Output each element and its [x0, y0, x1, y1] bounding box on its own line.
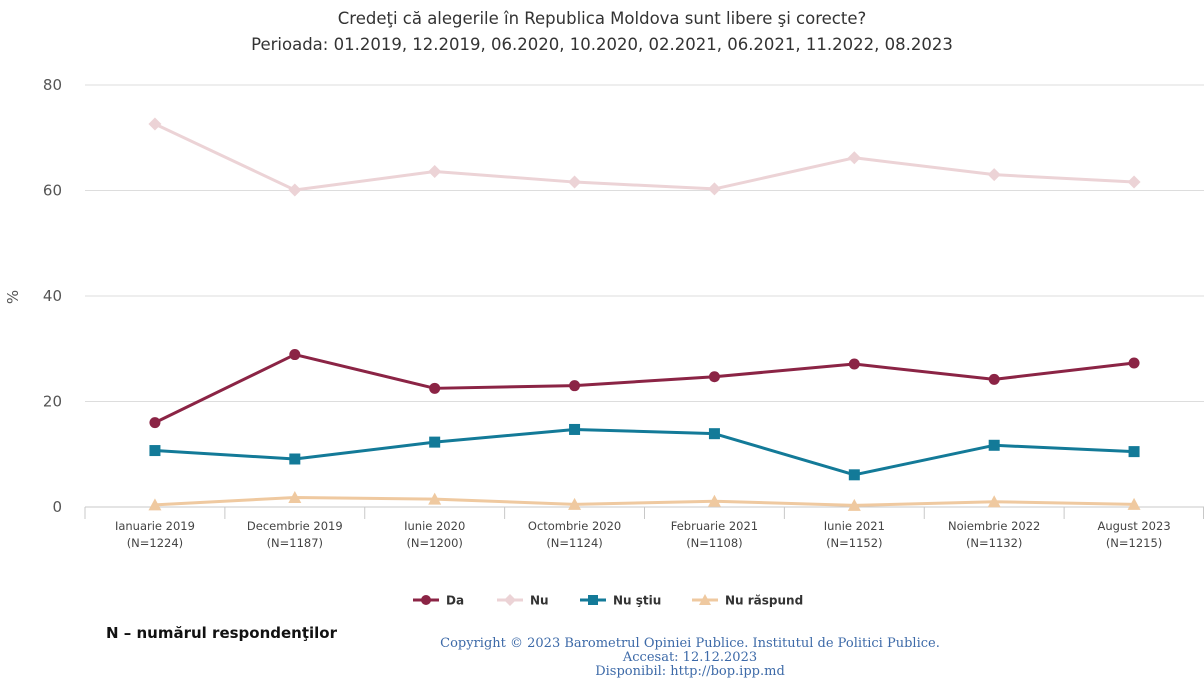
data-point-nu: [1127, 175, 1141, 189]
gridlines: [85, 84, 1204, 402]
x-tick-sample-size: (N=1124): [546, 536, 602, 550]
series-line-nu: [154, 122, 1135, 192]
data-point-nu-r-spund: [987, 495, 1001, 508]
legend-triangle-icon: [699, 594, 711, 605]
data-point-nu-tiu: [848, 469, 860, 481]
accessed-line: Accesat: 12.12.2023: [622, 650, 758, 665]
data-point-nu-r-spund: [288, 491, 302, 504]
data-point-nu: [288, 183, 302, 197]
data-point-nu: [987, 168, 1001, 182]
data-point-da: [149, 417, 161, 429]
data-point-da: [429, 382, 441, 394]
copyright-line: Copyright © 2023 Barometrul Opiniei Publ…: [440, 636, 940, 651]
legend-label: Nu răspund: [725, 594, 803, 608]
legend-label: Nu: [530, 594, 549, 608]
data-point-nu: [568, 175, 582, 189]
data-point-nu-tiu: [569, 423, 581, 435]
y-tick-label: 60: [43, 182, 62, 200]
x-tick-sample-size: (N=1224): [127, 536, 183, 550]
x-tick-sample-size: (N=1200): [406, 536, 462, 550]
y-axis-label: %: [4, 290, 22, 304]
x-tick-label: Ianuarie 2019: [115, 519, 195, 533]
y-axis-ticks: 0 20 40 60 80: [43, 76, 62, 516]
line-chart: Credeţi că alegerile în Republica Moldov…: [4, 9, 1204, 608]
x-tick-label: Iunie 2021: [824, 519, 885, 533]
data-point-nu: [148, 117, 162, 131]
x-tick-sample-size: (N=1187): [267, 536, 323, 550]
legend-diamond-icon: [504, 594, 516, 606]
x-tick-label: Octombrie 2020: [528, 519, 621, 533]
y-tick-label: 0: [52, 498, 62, 516]
series-line-nu-r-spund: [154, 496, 1135, 507]
legend-label: Nu ştiu: [613, 594, 661, 608]
x-tick-label: Iunie 2020: [404, 519, 465, 533]
data-point-nu-r-spund: [707, 494, 721, 507]
series-line-nu-tiu: [154, 427, 1135, 477]
x-tick-sample-size: (N=1132): [966, 536, 1022, 550]
x-tick-label: Februarie 2021: [671, 519, 758, 533]
data-point-nu-tiu: [708, 428, 720, 440]
legend-circle-icon: [421, 595, 431, 605]
data-point-nu-tiu: [289, 453, 301, 465]
data-point-nu-tiu: [149, 445, 161, 457]
x-tick-label: Decembrie 2019: [247, 519, 343, 533]
data-point-nu-tiu: [429, 436, 441, 448]
series-line-da: [154, 353, 1135, 424]
data-point-nu-tiu: [1128, 446, 1140, 458]
y-tick-label: 20: [43, 393, 62, 411]
y-tick-label: 40: [43, 287, 62, 305]
data-point-da: [569, 380, 581, 392]
x-tick-label: Noiembrie 2022: [948, 519, 1040, 533]
chart-subtitle: Perioada: 01.2019, 12.2019, 06.2020, 10.…: [251, 35, 953, 54]
legend-label: Da: [446, 594, 464, 608]
legend-square-icon: [588, 595, 598, 605]
data-point-nu: [428, 165, 442, 179]
series-group: [148, 117, 1141, 511]
data-point-nu: [847, 151, 861, 165]
x-tick-sample-size: (N=1152): [826, 536, 882, 550]
x-tick-sample-size: (N=1215): [1106, 536, 1162, 550]
data-point-da: [708, 371, 720, 383]
copyright-notice: Copyright © 2023 Barometrul Opiniei Publ…: [380, 637, 1000, 679]
chart-title: Credeţi că alegerile în Republica Moldov…: [338, 9, 866, 28]
data-point-nu-r-spund: [148, 498, 162, 511]
data-point-nu-r-spund: [428, 492, 442, 505]
legend: Da Nu Nu ştiu Nu răspund: [413, 594, 803, 608]
data-point-nu: [707, 182, 721, 196]
data-point-nu-tiu: [988, 439, 1000, 451]
data-point-nu-r-spund: [847, 498, 861, 511]
data-point-da: [1128, 357, 1140, 369]
data-point-da: [289, 349, 301, 361]
x-axis: Ianuarie 2019 (N=1224) Decembrie 2019 (N=11…: [84, 506, 1204, 550]
data-point-nu-r-spund: [568, 497, 582, 510]
data-point-nu-r-spund: [1127, 497, 1141, 510]
x-tick-label: August 2023: [1097, 519, 1170, 533]
data-point-da: [848, 358, 860, 370]
data-point-da: [988, 373, 1000, 385]
y-tick-label: 80: [43, 76, 62, 94]
x-tick-sample-size: (N=1108): [686, 536, 742, 550]
source-line: Disponibil: http://bop.ipp.md: [595, 664, 785, 679]
footnote-n: N – numărul respondenţilor: [106, 624, 338, 642]
